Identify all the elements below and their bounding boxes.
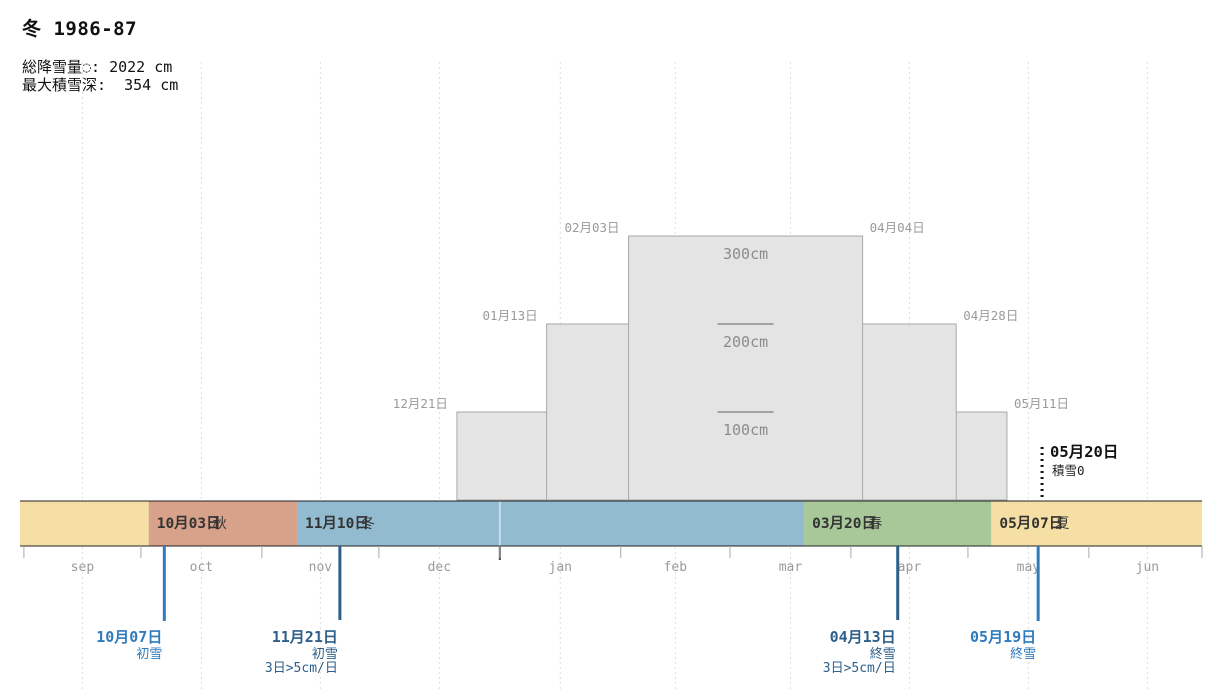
season-band: [991, 501, 1202, 546]
chart-title: 冬 1986-87: [22, 18, 138, 40]
depth-end-date: 05月11日: [1014, 396, 1069, 411]
season-name: 秋: [213, 516, 227, 532]
month-label: dec: [428, 560, 451, 575]
month-label: feb: [664, 560, 688, 575]
season-name: 夏: [1055, 516, 1069, 532]
max-snow-depth: 最大積雪深: 354 cm: [22, 76, 179, 94]
season-start-date: 05月07日: [999, 515, 1063, 532]
total-snowfall: 総降雪量◌: 2022 cm: [22, 58, 173, 76]
event-desc: 初雪: [312, 647, 338, 662]
month-label: may: [1017, 560, 1041, 575]
season-start-date: 11月10日: [305, 515, 369, 532]
month-label: apr: [898, 560, 922, 575]
month-label: mar: [779, 560, 803, 575]
month-label: jan: [549, 560, 572, 575]
season-band: [20, 501, 149, 546]
event-detail: 3日>5cm/日: [265, 661, 338, 676]
event-detail: 3日>5cm/日: [823, 661, 896, 676]
season-band: [296, 501, 805, 546]
snow-zero-date: 05月20日: [1050, 443, 1118, 461]
depth-start-date: 02月03日: [564, 220, 619, 235]
event-date: 04月13日: [830, 628, 896, 646]
depth-start-date: 12月21日: [393, 396, 448, 411]
stats-panel: 総降雪量◌: 2022 cm 最大積雪深: 354 cm: [22, 58, 178, 94]
season-name: 冬: [361, 516, 375, 532]
event-date: 05月19日: [970, 628, 1036, 646]
month-label: sep: [71, 560, 95, 575]
month-label: jun: [1136, 560, 1159, 575]
depth-end-date: 04月28日: [963, 308, 1018, 323]
depth-scale-label: 100cm: [723, 421, 768, 439]
depth-scale-label: 200cm: [723, 333, 768, 351]
depth-scale-label: 300cm: [723, 245, 768, 263]
event-desc: 終雪: [1010, 646, 1036, 662]
snow-depth-block: [628, 235, 864, 501]
snow-zero-desc: 積雪0: [1052, 463, 1085, 478]
event-desc: 終雪: [870, 646, 896, 662]
depth-start-date: 01月13日: [483, 308, 538, 323]
depth-end-date: 04月04日: [870, 220, 925, 235]
season-start-date: 03月20日: [812, 515, 876, 532]
event-desc: 初雪: [136, 647, 162, 662]
month-label: oct: [190, 560, 213, 575]
event-date: 11月21日: [272, 628, 338, 646]
month-label: nov: [309, 560, 333, 575]
season-band: [148, 501, 297, 546]
event-date: 10月07日: [96, 628, 162, 646]
season-band: [804, 501, 992, 546]
season-name: 春: [868, 516, 882, 532]
season-start-date: 10月03日: [157, 515, 221, 532]
